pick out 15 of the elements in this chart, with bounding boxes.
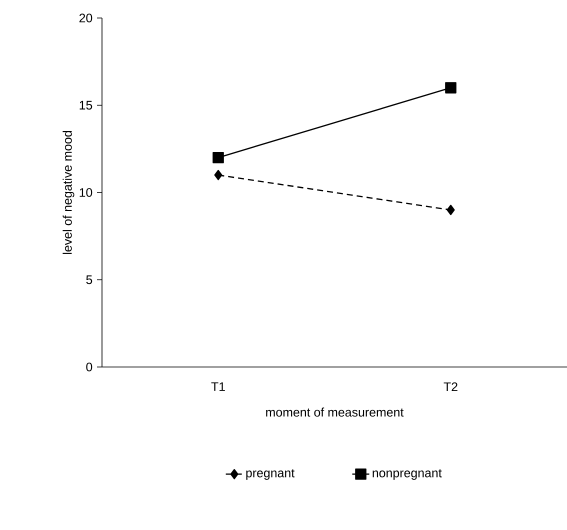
legend-label: nonpregnant: [372, 469, 442, 480]
point: [212, 152, 224, 164]
y-tick-label: 15: [80, 100, 92, 110]
point: [445, 82, 456, 94]
point: [446, 204, 455, 216]
point: [214, 170, 222, 180]
y-tick-label: 5: [86, 275, 92, 284]
y-tick-label: 20: [79, 14, 92, 22]
legend-label: pregnant: [246, 469, 295, 480]
y-tick-label: 10: [80, 188, 92, 197]
x-tick-label: T1: [211, 382, 225, 391]
x-tick-label: T2: [444, 382, 458, 392]
x-axis-title: moment of measurement: [266, 408, 404, 417]
y-tick-label: 0: [86, 362, 92, 372]
y-axis-title: level of negative mood: [62, 131, 74, 254]
